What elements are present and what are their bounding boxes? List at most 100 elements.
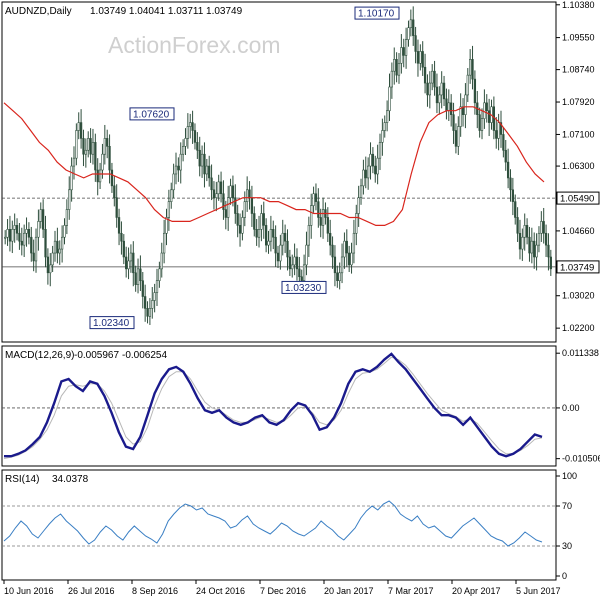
macd-y-tick-label: -0.010506 bbox=[562, 454, 600, 464]
candle-body bbox=[243, 201, 246, 218]
candle-body bbox=[447, 102, 450, 112]
candle-body bbox=[367, 165, 370, 179]
candle-body bbox=[535, 244, 538, 258]
candle-body bbox=[125, 256, 128, 270]
candle-body bbox=[272, 229, 275, 238]
candle-body bbox=[369, 153, 372, 167]
candle-body bbox=[288, 256, 291, 270]
candle-body bbox=[82, 138, 85, 155]
candle-body bbox=[27, 229, 31, 238]
x-tick-label: 20 Jan 2017 bbox=[324, 586, 374, 596]
candle-body bbox=[238, 225, 242, 234]
candle-body bbox=[208, 165, 211, 179]
price-y-tick-label: 1.10380 bbox=[562, 0, 595, 10]
candle-body bbox=[6, 229, 9, 238]
candle-body bbox=[440, 82, 443, 96]
candle-body bbox=[412, 19, 415, 36]
candle-body bbox=[488, 110, 491, 123]
macd-line bbox=[4, 352, 543, 458]
x-tick-label: 7 Dec 2016 bbox=[260, 586, 306, 596]
x-tick-label: 5 Jun 2017 bbox=[516, 586, 561, 596]
candle-body bbox=[542, 221, 545, 234]
candle-body bbox=[400, 47, 403, 64]
candle-body bbox=[300, 276, 303, 282]
candle-body bbox=[196, 142, 199, 151]
candle-body bbox=[177, 165, 180, 171]
candle-body bbox=[139, 268, 142, 282]
candle-body bbox=[419, 51, 422, 64]
candle-body bbox=[11, 229, 14, 242]
candle-body bbox=[260, 213, 263, 230]
candle-body bbox=[103, 138, 106, 155]
candle-body bbox=[336, 272, 339, 282]
candle-body bbox=[210, 177, 213, 191]
candle-body bbox=[117, 217, 121, 234]
candle-body bbox=[533, 240, 536, 258]
candle-body bbox=[113, 185, 116, 198]
candle-body bbox=[167, 201, 171, 218]
candle-body bbox=[262, 213, 265, 226]
candle-body bbox=[58, 248, 61, 254]
candle-body bbox=[94, 142, 97, 171]
candle-body bbox=[257, 229, 261, 238]
horizontal-lines: 1.05490 1.03749 bbox=[2, 191, 600, 274]
candle-body bbox=[321, 209, 325, 226]
candle-body bbox=[471, 59, 474, 80]
rsi-y-tick-label: 70 bbox=[562, 501, 572, 511]
price-y-axis: 1.10380 1.09550 1.08740 1.07920 1.07100 1.063… bbox=[556, 0, 595, 333]
candle-body bbox=[438, 94, 441, 104]
candle-body bbox=[20, 240, 23, 246]
watermark: ActionForex.com bbox=[108, 32, 281, 58]
candle-body bbox=[84, 149, 87, 155]
candle-body bbox=[530, 240, 533, 254]
candle-body bbox=[317, 201, 320, 218]
candle-body bbox=[120, 232, 123, 242]
x-tick-label: 20 Apr 2017 bbox=[452, 586, 501, 596]
candle-body bbox=[291, 264, 294, 270]
chart-title: AUDNZD,Daily bbox=[5, 6, 72, 17]
candle-body bbox=[87, 138, 90, 151]
candle-body bbox=[8, 229, 12, 242]
candle-body bbox=[547, 244, 550, 258]
candle-body bbox=[162, 232, 166, 254]
candle-body bbox=[364, 169, 367, 179]
candle-body bbox=[483, 102, 486, 119]
candle-body bbox=[44, 229, 47, 258]
candle-body bbox=[402, 47, 405, 56]
candle-body bbox=[459, 106, 462, 127]
candle-body bbox=[528, 236, 531, 254]
candle-body bbox=[129, 252, 133, 262]
candle-body bbox=[357, 197, 360, 214]
candle-body bbox=[269, 229, 273, 242]
candle-body bbox=[200, 153, 204, 167]
candle-body bbox=[298, 268, 301, 278]
candle-body bbox=[215, 193, 218, 198]
candle-body bbox=[478, 114, 481, 131]
candle-body bbox=[115, 197, 118, 218]
candle-body bbox=[203, 153, 206, 175]
candle-body bbox=[485, 102, 488, 112]
candle-body bbox=[53, 240, 57, 254]
candle-body bbox=[393, 59, 396, 72]
candle-body bbox=[96, 169, 99, 183]
annotation-box bbox=[354, 6, 400, 20]
candle-body bbox=[274, 236, 277, 254]
candle-body bbox=[283, 232, 287, 242]
candle-body bbox=[286, 240, 289, 258]
candle-body bbox=[504, 149, 507, 163]
candle-body bbox=[355, 213, 358, 234]
candle-body bbox=[46, 256, 50, 274]
candle-body bbox=[549, 256, 552, 270]
candle-body bbox=[338, 272, 341, 282]
candle-body bbox=[265, 225, 268, 246]
macd-y-tick-label: 0.011338 bbox=[562, 348, 599, 358]
candle-body bbox=[141, 280, 144, 297]
candle-body bbox=[388, 86, 391, 112]
annotation-label: 1.03230 bbox=[285, 283, 322, 294]
candle-body bbox=[350, 252, 353, 266]
candle-body bbox=[170, 189, 173, 202]
candle-body bbox=[4, 236, 7, 239]
candle-body bbox=[70, 165, 73, 191]
candle-body bbox=[32, 252, 35, 262]
x-tick-label: 8 Sep 2016 bbox=[132, 586, 178, 596]
